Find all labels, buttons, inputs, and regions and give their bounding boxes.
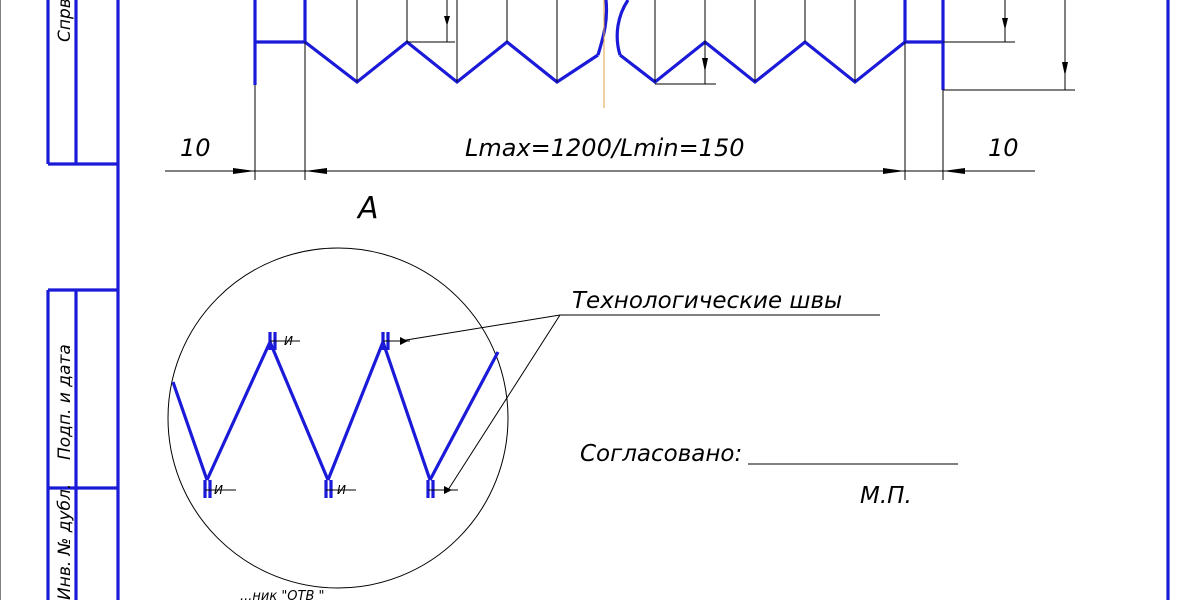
frame-field-sign-date: Подп. и дата: [55, 344, 75, 460]
detail-view-circle: [167, 247, 509, 589]
dimension-right: 10: [988, 134, 1019, 162]
dimension-left: 10: [180, 134, 211, 162]
frame-field-inv-dubl: Инв. № дубл.: [55, 484, 75, 600]
bellows-part: [253, 0, 945, 108]
horizontal-dimension: [165, 42, 1035, 180]
view-label: А: [356, 191, 379, 226]
detail-zigzag: [171, 332, 500, 498]
weld-note: Технологические швы: [572, 288, 842, 314]
stamp-label: М.П.: [860, 483, 912, 509]
weld-mark-1: И: [284, 334, 293, 348]
vertical-dimensions: [407, 0, 1075, 91]
weld-mark-2: И: [214, 483, 223, 497]
bottom-note: ...ник "ОТВ ": [240, 589, 325, 600]
dimension-main: Lmax=1200/Lmin=150: [465, 134, 744, 162]
left-title-strip: [0, 0, 120, 600]
weld-mark-3: И: [337, 483, 346, 497]
frame-field-spravka: Спрв: [55, 0, 75, 42]
weld-leader-lines: [399, 314, 880, 491]
approved-label: Согласовано:: [580, 441, 742, 467]
